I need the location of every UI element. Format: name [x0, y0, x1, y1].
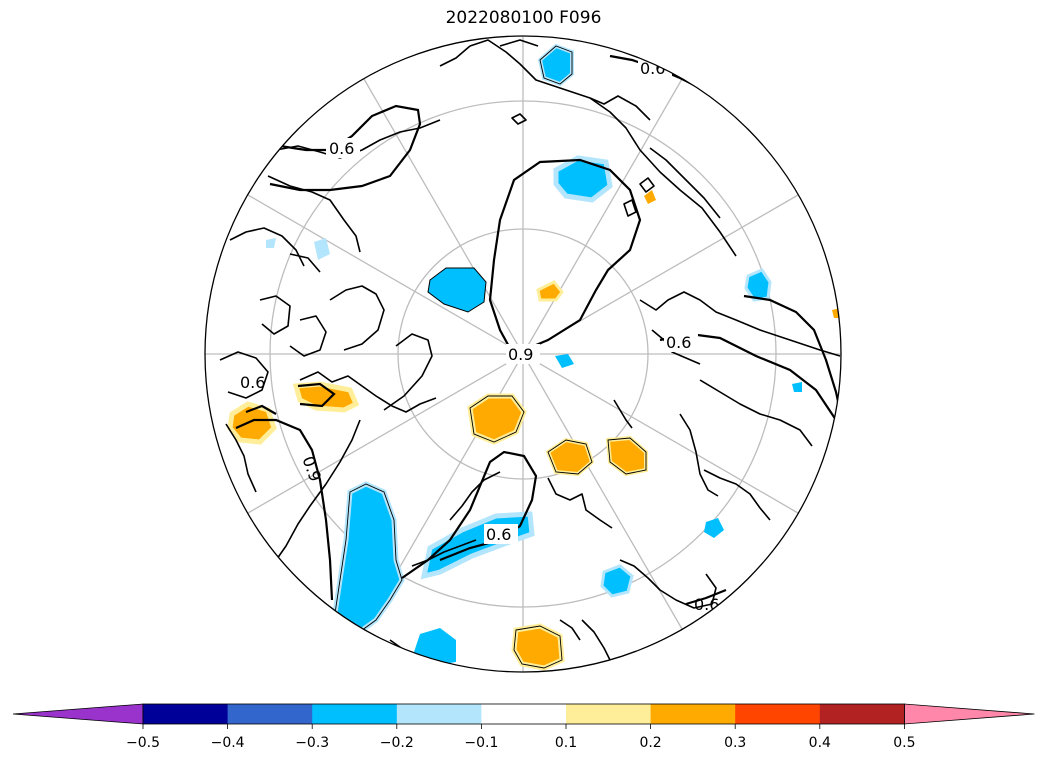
contour-label: 0.6: [329, 139, 354, 158]
contour-line: [297, 382, 336, 408]
colorbar-tick-label: 0.4: [809, 735, 831, 751]
fill-patch: [536, 280, 564, 302]
colorbar-segment: [396, 704, 482, 724]
colorbar-tick-label: 0.1: [555, 735, 577, 751]
contour-line: [685, 588, 727, 606]
fill-patch: [553, 155, 613, 203]
contour-label: 0.6: [666, 333, 691, 352]
contour-label: 0.6: [486, 525, 511, 544]
colorbar-extend-max: [904, 703, 1035, 725]
contour-line: [743, 294, 841, 421]
anomaly-outlines: [333, 45, 647, 669]
colorbar-tick-label: −0.1: [464, 735, 498, 751]
colorbar-tick-label: −0.2: [380, 735, 414, 751]
fill-patch: [644, 190, 656, 204]
colorbar-tick-label: 0.3: [724, 735, 746, 751]
colorbar-segment: [735, 704, 821, 724]
polar-map: 0.6 0.6 0.6 0.6 0.9 0.9 0.6 0.6: [204, 35, 842, 673]
contour-label: 0.9: [508, 345, 533, 364]
fill-patch: [600, 564, 634, 598]
contour-label: 0.6: [240, 373, 265, 392]
fill-patch: [427, 267, 487, 313]
contour-line: [245, 404, 277, 415]
fill-patch: [266, 238, 276, 248]
colorbar-tick-label: −0.3: [295, 735, 329, 751]
anomaly-fills: [227, 43, 840, 671]
map-boundary: [204, 35, 842, 673]
colorbar-segment: [312, 704, 398, 724]
colorbar-tick-label: −0.4: [211, 735, 245, 751]
fill-patch: [292, 381, 360, 413]
fill-patch: [555, 354, 574, 368]
colorbar-segment: [227, 704, 313, 724]
colorbar-extend-min: [12, 703, 144, 725]
colorbar-tick-label: −0.5: [126, 735, 160, 751]
fill-patch: [792, 382, 802, 392]
colorbar-frame: [142, 703, 905, 725]
fill-patch: [314, 238, 330, 260]
colorbar-segment: [481, 704, 567, 724]
colorbar-segment: [566, 704, 652, 724]
map-title: 2022080100 F096: [445, 8, 602, 28]
contour-line: [488, 158, 642, 353]
fill-patch: [744, 268, 772, 302]
fill-patch: [227, 401, 277, 445]
fill-patch: [704, 518, 724, 538]
colorbar-segment: [819, 704, 905, 724]
colorbar-segment: [650, 704, 736, 724]
coastlines: [219, 39, 841, 665]
colorbar-segment: [143, 704, 229, 724]
contour-line: [235, 418, 334, 601]
colorbar-tick-label: 0.2: [639, 735, 661, 751]
colorbar-tick-label: 0.5: [893, 735, 915, 751]
